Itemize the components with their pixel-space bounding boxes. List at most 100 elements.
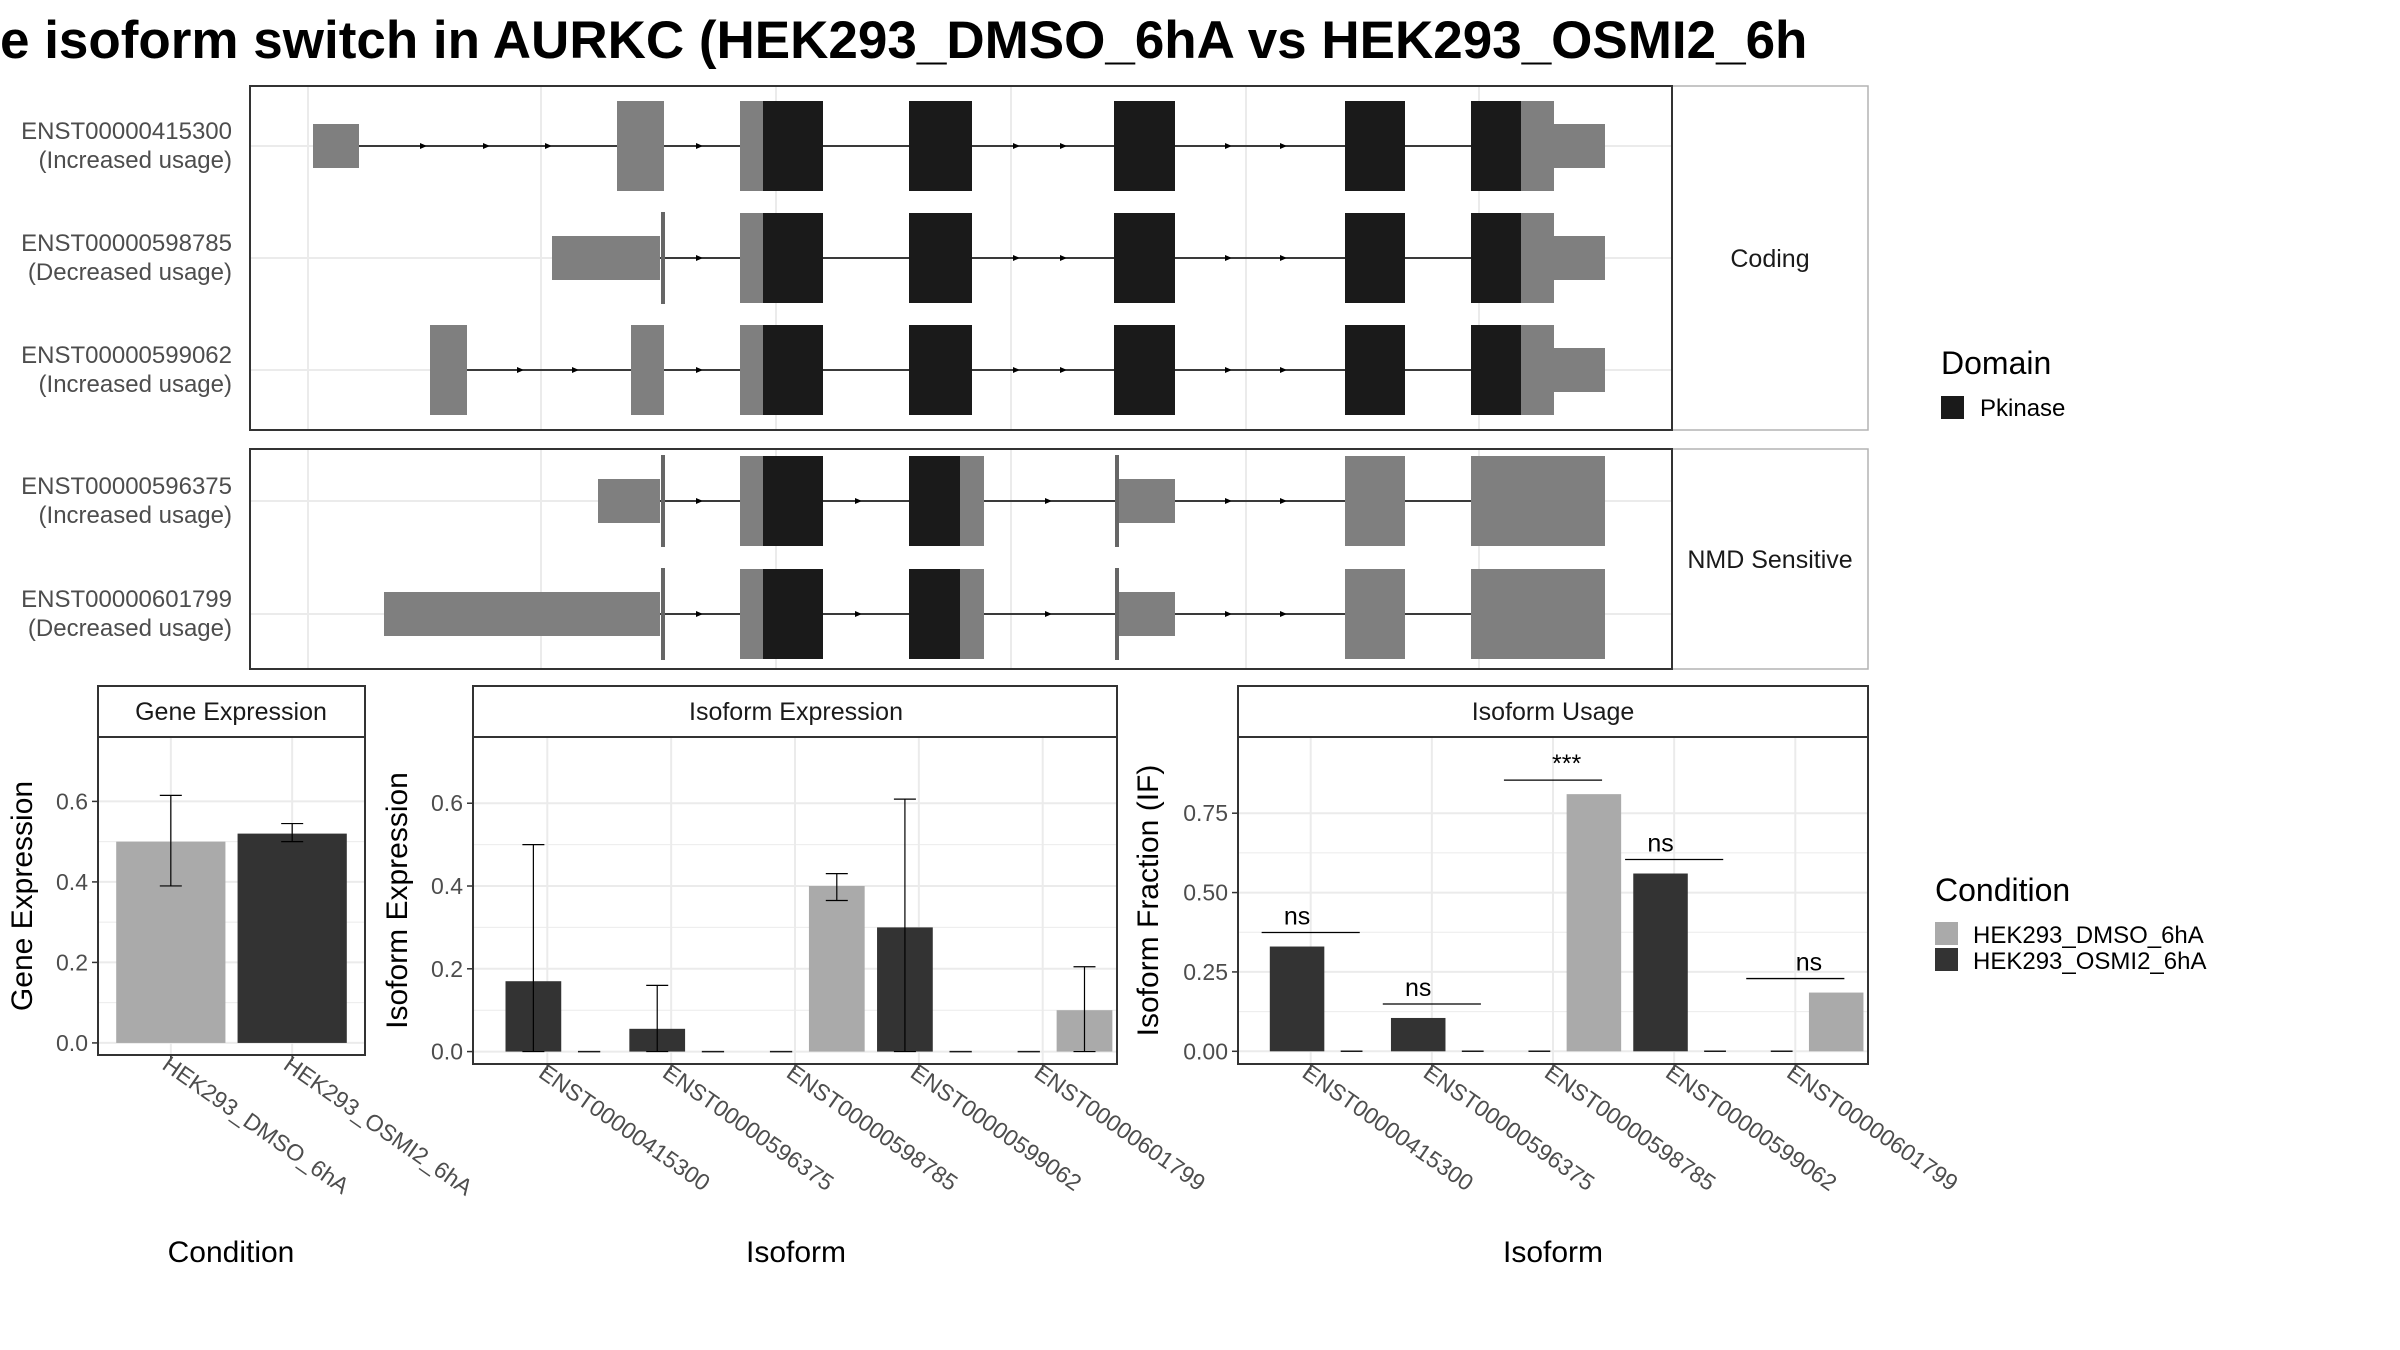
bar [1269, 946, 1325, 1052]
structure-facet: NMD Sensitive ENST00000596375(Increased u… [21, 448, 1869, 670]
domain-block [763, 101, 823, 191]
legend-condition-key [1935, 922, 1958, 945]
exon-block [430, 325, 467, 415]
expression-panels: 0.00.20.40.6HEK293_DMSO_6hAHEK293_OSMI2_… [6, 685, 1963, 1269]
exon-block [552, 236, 660, 280]
domain-block [1114, 325, 1175, 415]
exon-block [1471, 569, 1605, 659]
strand-arrow [1280, 498, 1287, 504]
transcript-row: ENST00000598785(Decreased usage) [21, 212, 1605, 304]
domain-block [909, 213, 972, 303]
domain-block [1471, 325, 1521, 415]
exon-block [313, 124, 359, 168]
bar [237, 833, 347, 1043]
domain-block [1345, 213, 1405, 303]
panel-strip [472, 685, 1118, 738]
significance-label: *** [1552, 750, 1581, 778]
domain-block [909, 569, 960, 659]
transcript-usage-label: (Decreased usage) [28, 615, 232, 642]
transcript-id-label: ENST00000415300 [21, 118, 232, 145]
exon-block [631, 325, 664, 415]
legends: Domain Pkinase Condition HEK293_DMSO_6hAHEK… [1935, 345, 2206, 975]
domain-block [1471, 213, 1521, 303]
transcript-id-label: ENST00000601799 [21, 586, 232, 613]
exon-block [1554, 348, 1605, 392]
domain-block [1114, 101, 1175, 191]
y-tick-label: 0.0 [431, 1039, 463, 1065]
strand-arrow [1280, 367, 1287, 373]
y-tick-label: 0.2 [431, 956, 463, 982]
strand-arrow [696, 367, 703, 373]
y-tick-label: 0.00 [1183, 1038, 1228, 1064]
exon-block [960, 456, 984, 546]
facet-label: Coding [1730, 245, 1809, 273]
strand-arrow [420, 143, 427, 149]
exon-block [740, 325, 763, 415]
panel-strip [1237, 685, 1869, 738]
y-tick-label: 0.4 [431, 873, 463, 899]
significance-label: ns [1796, 949, 1822, 977]
legend-domain-title: Domain [1941, 345, 2051, 381]
y-tick-label: 0.2 [56, 949, 88, 975]
strand-arrow [855, 611, 862, 617]
strand-arrow [855, 498, 862, 504]
exon-block [1554, 236, 1605, 280]
strand-arrow [1045, 498, 1052, 504]
exon-block [1521, 213, 1554, 303]
transcript-id-label: ENST00000599062 [21, 342, 232, 369]
transcript-row: ENST00000599062(Increased usage) [21, 325, 1605, 415]
strand-arrow [1225, 498, 1232, 504]
bar [1808, 992, 1864, 1052]
strand-arrow [1225, 255, 1232, 261]
exon-block [598, 479, 660, 523]
chart-title: e isoform switch in AURKC (HEK293_DMSO_6… [0, 11, 1807, 70]
chart-panel: 0.000.250.500.75ENST00000415300ENST00000… [1132, 685, 1963, 1269]
y-axis-title: Isoform Expression [381, 772, 414, 1029]
transcript-usage-label: (Increased usage) [39, 147, 232, 174]
significance-label: ns [1647, 830, 1673, 858]
panel-border [249, 448, 1673, 670]
strand-arrow [1045, 611, 1052, 617]
legend-condition-title: Condition [1935, 872, 2070, 908]
legend-domain-label: Pkinase [1980, 395, 2065, 422]
strand-arrow [1013, 367, 1020, 373]
panel-border [249, 85, 1673, 431]
exon-block [740, 101, 763, 191]
facet-strip [1671, 85, 1869, 431]
strand-arrow [696, 143, 703, 149]
domain-block [763, 456, 823, 546]
strand-arrow [1060, 255, 1067, 261]
panel-title: Gene Expression [135, 698, 327, 726]
exon-block [740, 456, 763, 546]
y-tick-label: 0.75 [1183, 800, 1228, 826]
strand-arrow [1060, 143, 1067, 149]
exon-block [960, 569, 984, 659]
legend-condition-label: HEK293_DMSO_6hA [1973, 922, 2204, 949]
strand-arrow [1013, 255, 1020, 261]
domain-block [763, 325, 823, 415]
significance-label: ns [1284, 903, 1310, 931]
chart-panel: 0.00.20.40.6ENST00000415300ENST000005963… [381, 685, 1210, 1269]
exon-block [1471, 456, 1605, 546]
exon-block [1521, 101, 1554, 191]
strand-arrow [696, 611, 703, 617]
exon-block [1117, 479, 1175, 523]
transcript-usage-label: (Increased usage) [39, 502, 232, 529]
exon-block [384, 592, 660, 636]
transcript-row: ENST00000596375(Increased usage) [21, 455, 1605, 547]
legend-domain-key [1941, 396, 1964, 419]
legend-condition-label: HEK293_OSMI2_6hA [1973, 948, 2206, 975]
bar [1566, 794, 1622, 1052]
y-tick-label: 0.25 [1183, 959, 1228, 985]
domain-block [1345, 325, 1405, 415]
panel-title: Isoform Usage [1472, 698, 1635, 726]
strand-arrow [545, 143, 552, 149]
facet-label: NMD Sensitive [1687, 546, 1852, 574]
transcript-usage-label: (Increased usage) [39, 371, 232, 398]
strand-arrow [1280, 143, 1287, 149]
exon-block [1554, 124, 1605, 168]
strand-arrow [1280, 611, 1287, 617]
y-tick-label: 0.6 [56, 788, 88, 814]
